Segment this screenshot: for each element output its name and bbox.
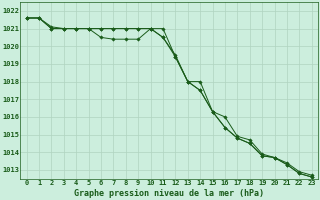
- X-axis label: Graphe pression niveau de la mer (hPa): Graphe pression niveau de la mer (hPa): [74, 189, 264, 198]
